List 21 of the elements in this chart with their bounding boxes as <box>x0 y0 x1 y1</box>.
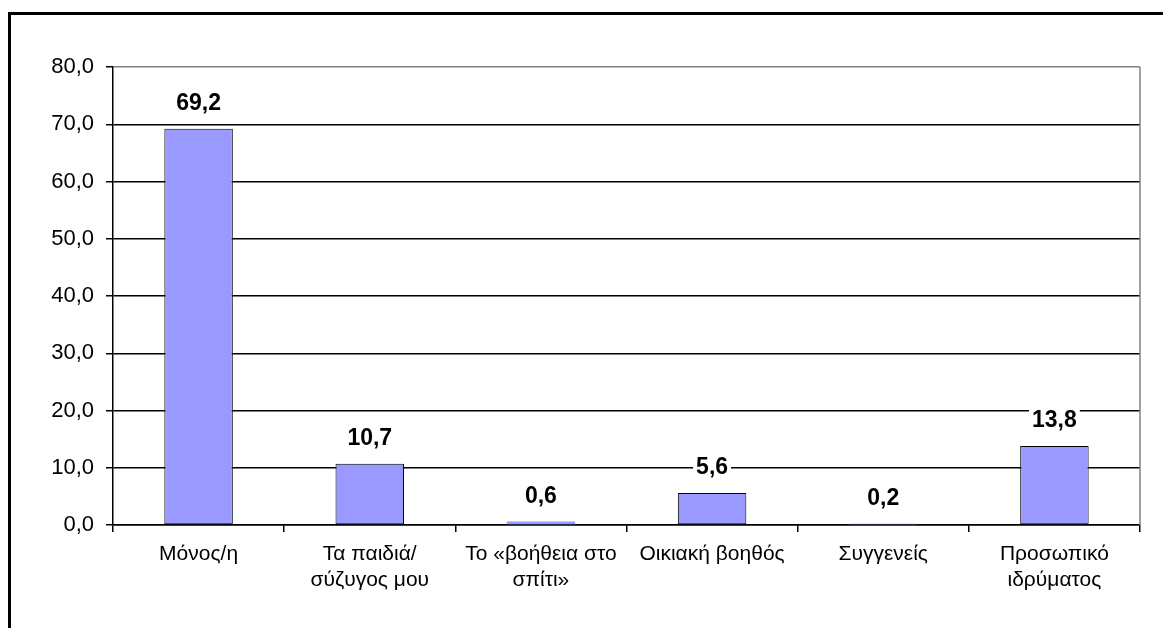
y-tick-label: 0,0 <box>63 511 94 537</box>
y-tick-label: 70,0 <box>51 110 94 136</box>
data-label: 69,2 <box>176 88 221 115</box>
x-tick-label: Τα παιδιά/ σύζυγος μου <box>310 541 430 590</box>
y-tick-label: 60,0 <box>51 167 94 193</box>
data-label: 0,2 <box>867 483 900 510</box>
y-tick-label: 80,0 <box>51 53 94 79</box>
y-tick-label: 40,0 <box>51 282 94 308</box>
y-tick-label: 10,0 <box>51 453 94 479</box>
x-tick-label: Το «βοήθεια στο σπίτι» <box>465 541 617 590</box>
y-tick-label: 20,0 <box>51 396 94 422</box>
x-tick-label: Προσωπικό ιδρύματος <box>999 541 1109 590</box>
x-tick-label: Μόνος/η <box>159 541 239 565</box>
x-tick-label: Συγγενείς <box>838 541 928 565</box>
data-label: 13,8 <box>1032 405 1078 432</box>
y-tick-label: 30,0 <box>51 339 94 365</box>
data-label: 10,7 <box>347 423 393 450</box>
y-tick-label: 50,0 <box>51 224 94 250</box>
data-label: 5,6 <box>696 452 729 479</box>
data-label: 0,6 <box>524 481 557 508</box>
x-tick-label: Οικιακή βοηθός <box>639 541 785 565</box>
